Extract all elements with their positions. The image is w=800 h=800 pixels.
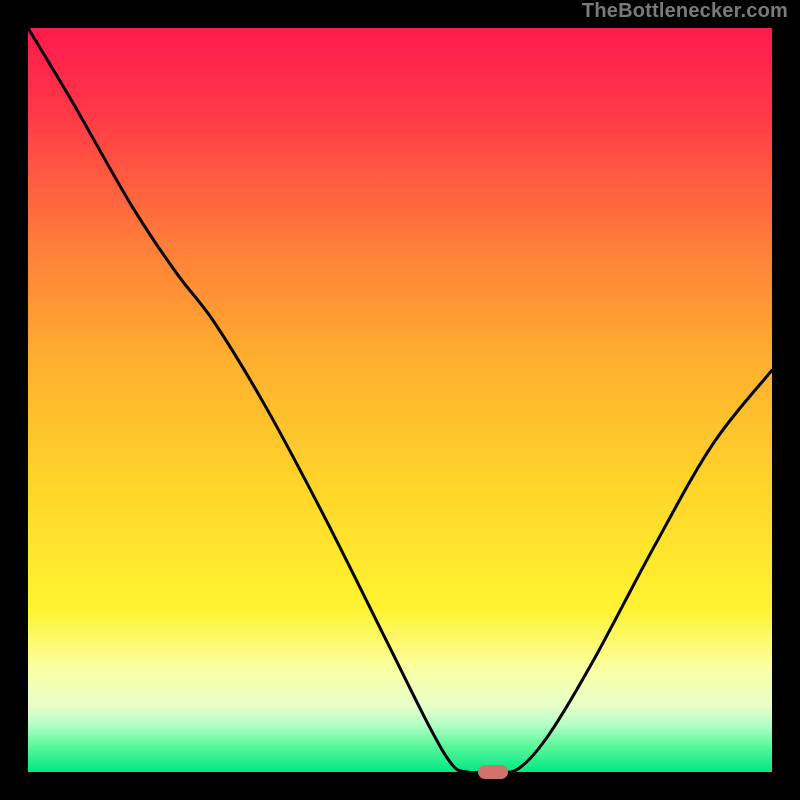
gradient-background bbox=[28, 28, 772, 772]
chart-frame: TheBottlenecker.com bbox=[0, 0, 800, 800]
chart-overlay bbox=[0, 0, 800, 800]
optimal-point-marker bbox=[478, 765, 508, 779]
